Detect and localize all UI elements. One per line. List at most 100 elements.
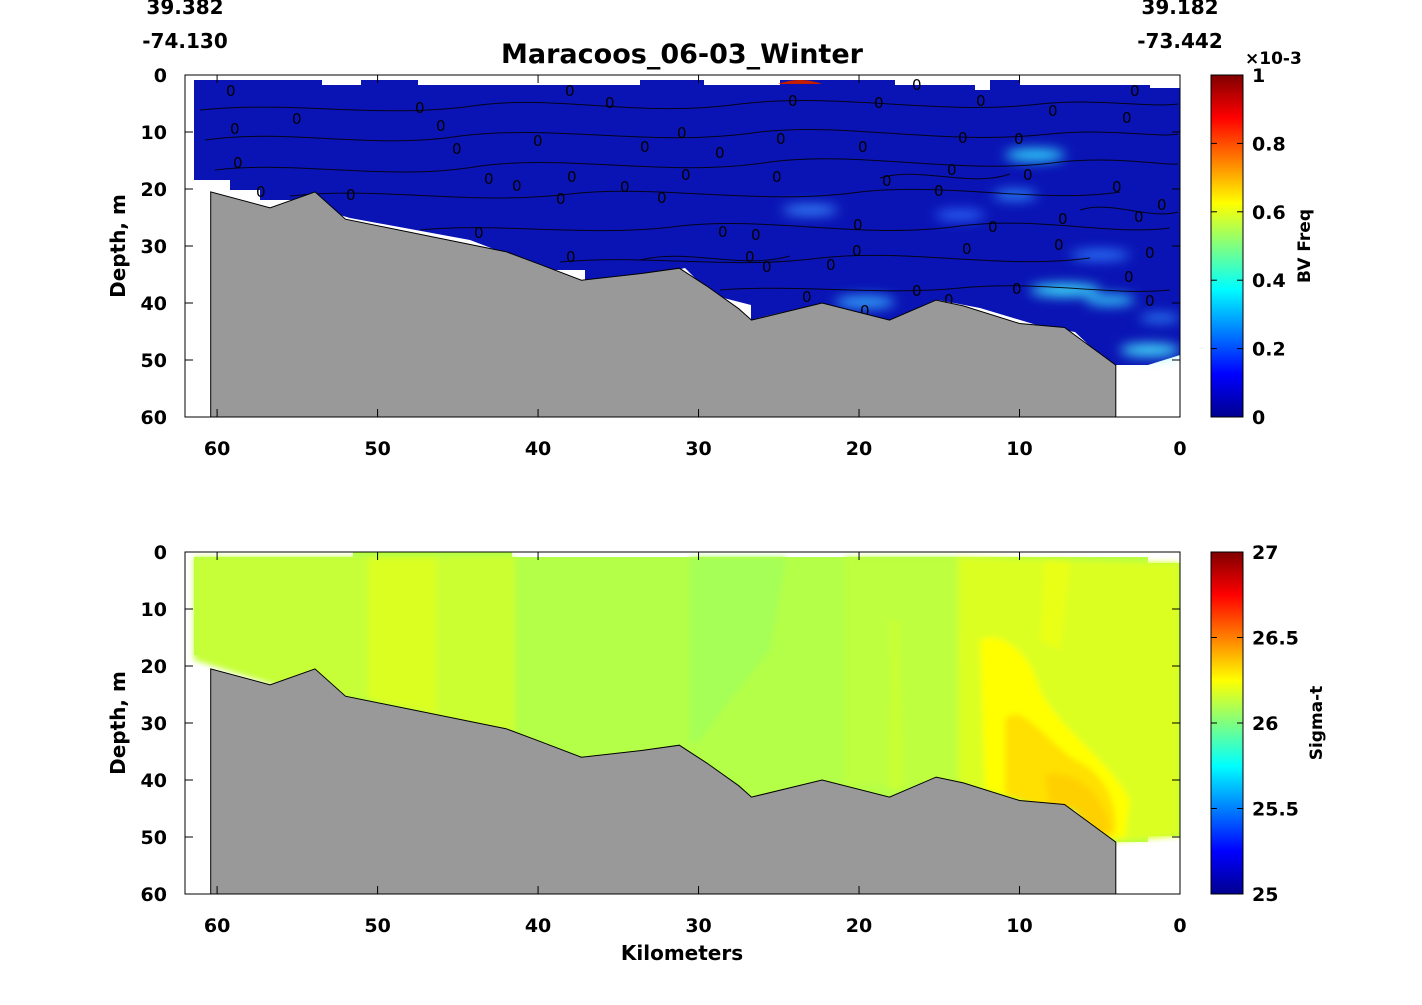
y-tick-label: 10 <box>141 122 167 144</box>
contour-label: 0 <box>826 256 836 274</box>
contour-label: 0 <box>1023 166 1033 184</box>
bathymetry-land <box>210 191 1117 417</box>
x-tick-label: 60 <box>204 915 230 937</box>
x-tick-label: 0 <box>1173 915 1186 937</box>
x-tick-label: 60 <box>204 438 230 460</box>
left-latitude: 39.382 <box>146 0 223 19</box>
bv-field-fill <box>194 80 1180 365</box>
y-tick-label: 30 <box>141 713 167 735</box>
contour-label: 0 <box>788 92 798 110</box>
y-tick-label: 60 <box>141 884 167 906</box>
bv-colorbar-label: BV Freq <box>1295 209 1315 283</box>
contour-label: 0 <box>230 120 240 138</box>
x-tick-label: 10 <box>1006 915 1032 937</box>
colorbar-tick-label: 26 <box>1252 713 1278 735</box>
contour-label: 0 <box>1112 178 1122 196</box>
contour-label: 0 <box>947 161 957 179</box>
colorbar-tick-label: 0.2 <box>1252 339 1286 361</box>
y-tick-label: 40 <box>141 293 167 315</box>
right-longitude: -73.442 <box>1137 29 1222 53</box>
y-tick-label: 50 <box>141 350 167 372</box>
x-tick-label: 50 <box>364 438 390 460</box>
y-tick-label: 10 <box>141 599 167 621</box>
x-tick-label: 50 <box>364 915 390 937</box>
contour-label: 0 <box>762 258 772 276</box>
contour-label: 0 <box>474 224 484 242</box>
y-tick-label: 30 <box>141 236 167 258</box>
contour-label: 0 <box>976 92 986 110</box>
contour-label: 0 <box>958 129 968 147</box>
sigma-ylabel: Depth, m <box>106 671 130 775</box>
bv-colorbar-ticks: 0 0.2 0.4 0.6 0.8 1 <box>1211 65 1286 429</box>
sigma-green-band <box>690 557 786 745</box>
contour-label: 0 <box>802 288 812 306</box>
contour-label: 0 <box>874 94 884 112</box>
bv-contour-labels: 0 0 0 0 0 0 0 0 0 0 0 0 0 0 0 0 0 0 0 0 <box>226 76 1167 320</box>
sigma-shading <box>194 557 1180 842</box>
contour-label: 0 <box>1145 292 1155 310</box>
y-tick-label: 60 <box>141 407 167 429</box>
contour-label: 0 <box>1134 208 1144 226</box>
contour-label: 0 <box>962 240 972 258</box>
bv-contours <box>199 100 1179 292</box>
x-tick-label: 10 <box>1006 438 1032 460</box>
x-tick-label: 30 <box>685 438 711 460</box>
sigma-warm-band <box>368 557 436 715</box>
contour-label: 0 <box>1124 268 1134 286</box>
bv-colorbar-multiplier: ×10-3 <box>1245 49 1302 69</box>
contour-label: 0 <box>567 168 577 186</box>
x-tick-label: 30 <box>685 915 711 937</box>
contour-label: 0 <box>715 144 725 162</box>
contour-label: 0 <box>852 242 862 260</box>
contour-label: 0 <box>718 223 728 241</box>
x-tick-label: 40 <box>525 438 551 460</box>
contour-label: 0 <box>934 182 944 200</box>
x-tick-label: 20 <box>846 915 872 937</box>
sigma-deep-core <box>1045 773 1110 838</box>
contour-label: 0 <box>565 82 575 100</box>
y-tick-label: 20 <box>141 179 167 201</box>
colorbar-tick-label: 1 <box>1252 65 1265 87</box>
contour-label: 0 <box>776 130 786 148</box>
contour-label: 0 <box>912 76 922 94</box>
sigma-xlabel: Kilometers <box>621 941 743 965</box>
x-tick-label: 40 <box>525 915 551 937</box>
sigma-streak <box>888 620 905 790</box>
contour-label: 0 <box>1145 244 1155 262</box>
colorbar-tick-label: 0 <box>1252 407 1265 429</box>
sigma-warm-band-2 <box>436 557 515 735</box>
contour-label: 0 <box>657 189 667 207</box>
contour-label: 0 <box>640 138 650 156</box>
sigma-left-band <box>194 557 370 700</box>
colorbar-tick-label: 0.8 <box>1252 133 1286 155</box>
contour-label: 0 <box>858 138 868 156</box>
sigma-panel: 60 50 40 30 20 10 0 0 10 20 30 40 50 60 Depth, m Kilo… <box>106 542 1327 965</box>
right-latitude: 39.182 <box>1141 0 1218 19</box>
contour-label: 0 <box>944 291 954 309</box>
contour-label: 0 <box>233 154 243 172</box>
y-tick-label: 50 <box>141 827 167 849</box>
contour-label: 0 <box>853 216 863 234</box>
colorbar-tick-label: 0.4 <box>1252 270 1286 292</box>
contour-label: 0 <box>772 168 782 186</box>
x-tick-label: 20 <box>846 438 872 460</box>
contour-label: 0 <box>566 248 576 266</box>
contour-label: 0 <box>226 82 236 100</box>
bv-colorbar <box>1210 74 1244 418</box>
contour-label: 0 <box>677 124 687 142</box>
contour-label: 0 <box>512 177 522 195</box>
contour-label: 0 <box>681 166 691 184</box>
x-tick-label: 0 <box>1173 438 1186 460</box>
contour-label: 0 <box>745 248 755 266</box>
bv-surface-hotspot <box>778 80 822 84</box>
contour-label: 0 <box>346 186 356 204</box>
colorbar-tick-label: 0.6 <box>1252 202 1286 224</box>
y-tick-label: 0 <box>154 65 167 87</box>
chart-title: Maracoos_06-03_Winter <box>501 39 864 70</box>
y-tick-label: 40 <box>141 770 167 792</box>
y-tick-label: 0 <box>154 542 167 564</box>
sigma-streak-2 <box>1040 560 1070 650</box>
contour-label: 0 <box>556 190 566 208</box>
